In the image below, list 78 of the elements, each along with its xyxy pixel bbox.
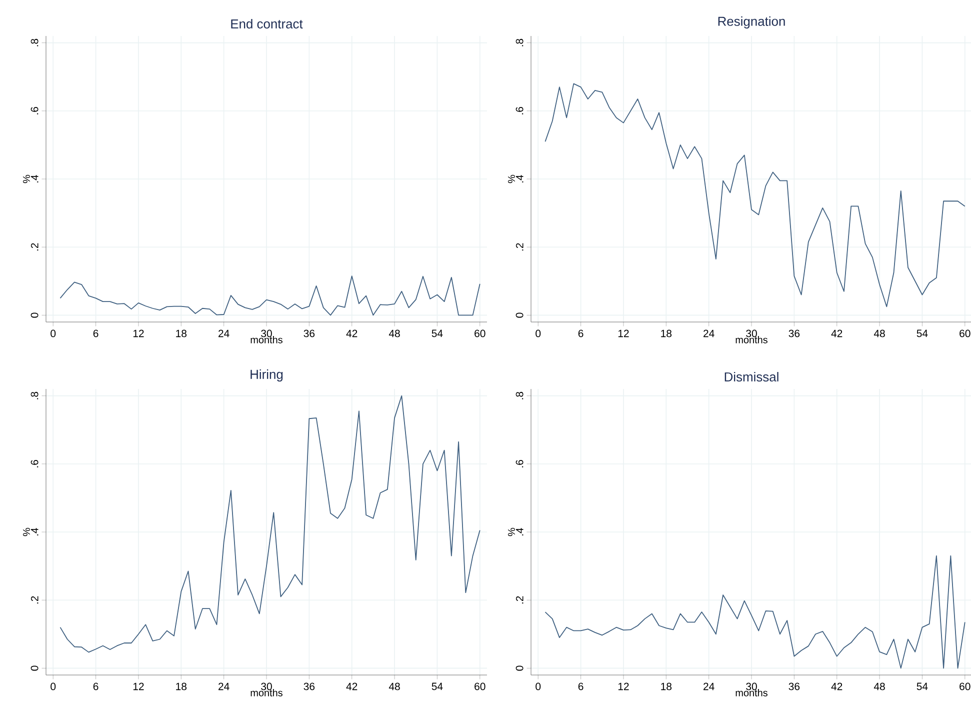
y-tick-label: .2	[30, 596, 38, 604]
x-tick-label: 6	[578, 330, 584, 338]
x-tick-label: 30	[746, 330, 757, 338]
x-tick-label: 0	[50, 330, 56, 338]
x-tick-label: 48	[874, 330, 885, 338]
x-tick-label: 48	[388, 682, 400, 690]
y-axis-title: %	[23, 174, 30, 184]
x-tick-label: 54	[432, 682, 443, 690]
y-tick-label: .6	[516, 106, 524, 114]
x-tick-label: 12	[133, 682, 144, 690]
x-axis-title: months	[250, 689, 282, 696]
y-axis-title: %	[508, 174, 515, 184]
y-tick-label: .8	[516, 38, 524, 46]
x-tick-label: 24	[704, 682, 714, 690]
y-tick-label: .2	[516, 243, 524, 250]
x-tick-label: 42	[346, 330, 358, 338]
x-tick-label: 6	[578, 682, 584, 690]
x-tick-label: 0	[50, 682, 56, 690]
y-tick-label: .6	[30, 460, 38, 468]
y-tick-label: .8	[516, 392, 524, 400]
y-tick-label: .4	[516, 174, 524, 182]
y-tick-label: 0	[30, 312, 38, 318]
x-tick-label: 18	[661, 682, 672, 690]
y-tick-label: .8	[30, 38, 38, 46]
x-tick-label: 60	[474, 682, 486, 690]
x-tick-label: 48	[874, 682, 885, 690]
chart-title: Resignation	[718, 16, 785, 28]
x-tick-label: 6	[93, 682, 98, 690]
line-series	[544, 555, 966, 669]
x-axis-title: months	[250, 336, 282, 344]
x-tick-label: 12	[133, 330, 144, 338]
x-tick-label: 42	[831, 682, 842, 690]
x-tick-label: 36	[788, 330, 800, 338]
x-tick-label: 36	[304, 330, 315, 338]
x-tick-label: 30	[261, 330, 272, 338]
chart-title: End contract	[231, 18, 303, 28]
x-axis-title: months	[736, 336, 768, 344]
y-axis-title: %	[508, 528, 515, 536]
x-tick-label: 54	[916, 330, 928, 338]
y-tick-label: .4	[31, 174, 38, 182]
x-tick-label: 0	[536, 682, 541, 690]
y-tick-label: .2	[30, 243, 38, 250]
y-tick-label: .4	[516, 528, 524, 536]
x-tick-label: 30	[261, 682, 272, 690]
y-tick-label: .2	[516, 596, 524, 604]
x-tick-label: 24	[704, 330, 714, 338]
x-tick-label: 24	[218, 682, 230, 690]
y-tick-label: 0	[516, 312, 524, 318]
x-tick-label: 18	[661, 330, 672, 338]
x-tick-label: 0	[536, 330, 541, 338]
x-tick-label: 54	[432, 330, 443, 338]
chart-title: Hiring	[250, 369, 283, 382]
x-tick-label: 42	[831, 330, 842, 338]
x-tick-label: 12	[618, 682, 629, 690]
x-tick-label: 18	[176, 682, 187, 690]
x-tick-label: 6	[93, 330, 98, 338]
line-series	[60, 395, 480, 653]
x-axis-title: months	[736, 689, 768, 696]
x-tick-label: 18	[176, 330, 187, 338]
y-axis-title: %	[23, 528, 30, 536]
x-tick-label: 30	[746, 682, 757, 690]
x-tick-label: 60	[960, 330, 970, 338]
x-tick-label: 12	[618, 330, 629, 338]
y-tick-label: .8	[30, 392, 38, 400]
x-tick-label: 24	[218, 330, 230, 338]
x-tick-label: 36	[304, 682, 315, 690]
chart-title: Dismissal	[724, 372, 778, 382]
y-tick-label: .4	[31, 528, 38, 536]
x-tick-label: 48	[388, 330, 400, 338]
x-tick-label: 60	[960, 682, 970, 690]
x-tick-label: 36	[788, 682, 800, 690]
x-tick-label: 60	[474, 330, 486, 338]
y-tick-label: 0	[516, 666, 524, 671]
x-tick-label: 42	[346, 682, 358, 690]
y-tick-label: .6	[30, 106, 38, 114]
y-tick-label: 0	[30, 666, 38, 671]
x-tick-label: 54	[916, 682, 928, 690]
y-tick-label: .6	[516, 460, 524, 468]
